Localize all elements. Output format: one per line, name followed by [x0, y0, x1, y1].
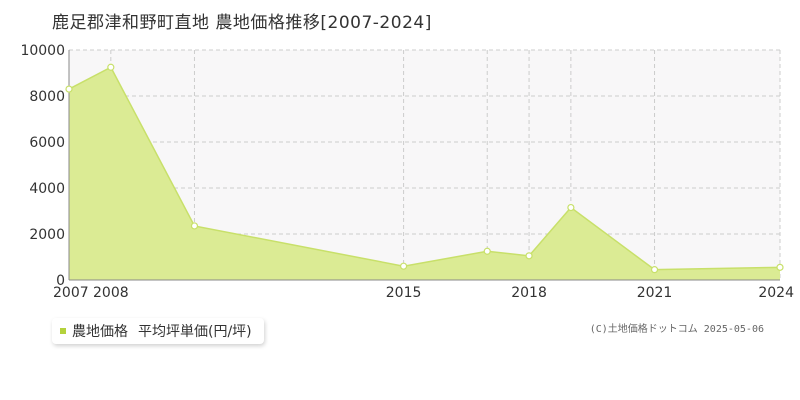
legend-unit-label: 平均坪単価(円/坪) [138, 324, 252, 340]
data-point [776, 263, 784, 271]
x-tick-label: 2007 [53, 285, 89, 300]
data-point [399, 262, 408, 270]
x-tick-label: 2024 [758, 285, 794, 300]
data-point [107, 63, 115, 71]
y-tick-label: 0 [56, 273, 65, 289]
y-tick-label: 4000 [29, 181, 65, 197]
y-tick-label: 2000 [29, 227, 65, 243]
legend-swatch [60, 328, 66, 334]
data-point [65, 85, 73, 93]
x-tick-label: 2018 [511, 285, 547, 300]
x-tick-label: 2021 [637, 285, 673, 300]
price-chart: 0 2000 4000 6000 8000 10000 2007 2008 2015 2018 20… [20, 43, 794, 300]
data-point [525, 252, 533, 260]
page-title: 鹿足郡津和野町直地 農地価格推移[2007-2024] [52, 13, 432, 33]
x-tick-label: 2015 [386, 285, 422, 300]
credit-text: (C)土地価格ドットコム 2025-05-06 [589, 324, 764, 335]
y-tick-label: 10000 [20, 43, 65, 59]
data-point [650, 266, 659, 274]
legend: 農地価格 平均坪単価(円/坪) [52, 318, 264, 344]
data-point [190, 222, 199, 230]
x-tick-label: 2008 [93, 285, 129, 300]
y-tick-label: 8000 [29, 89, 65, 105]
legend-series-label: 農地価格 [72, 324, 128, 340]
data-point [483, 247, 491, 255]
data-point [567, 203, 575, 212]
y-tick-label: 6000 [29, 135, 65, 151]
series-area [69, 67, 780, 280]
